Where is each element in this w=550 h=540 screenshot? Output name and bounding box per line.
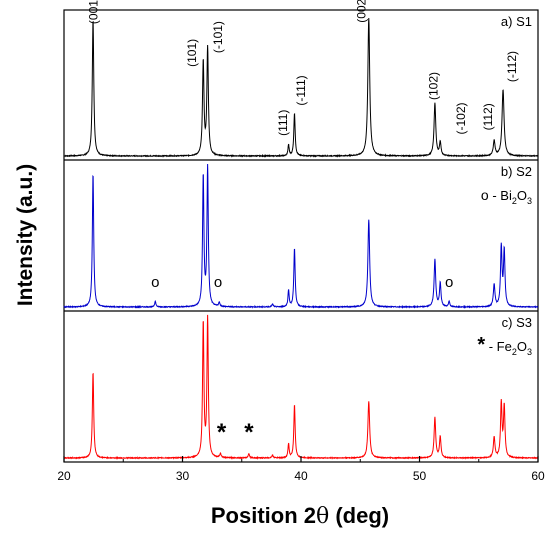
panel-label-s2: b) S2 (501, 164, 532, 179)
phase-legend-sub: 3 (527, 196, 532, 206)
panel-label-s3: c) S3 (502, 315, 532, 330)
x-tick-label-40: 40 (294, 469, 308, 483)
phase-legend-sub: 2 (512, 347, 517, 357)
peak-label-1: (001) (87, 0, 101, 24)
peak-label-10: (-112) (505, 51, 519, 82)
phase-legend-s3: * - Fe2O3 (477, 334, 532, 357)
phase-legend-sub: 3 (527, 347, 532, 357)
x-axis-label-main: Position 2 (211, 503, 316, 528)
impurity-marker-s2-1: o (151, 274, 159, 291)
annotation-layer: a) S1 (001) (101) (-101) (111) (-111) (002) (10… (87, 0, 532, 446)
x-axis-label-unit: (deg) (329, 503, 389, 528)
x-tick-label-30: 30 (176, 469, 190, 483)
series-line-s3 (63, 314, 539, 460)
impurity-marker-s2-2: o (214, 274, 222, 291)
peak-label-4: (111) (276, 110, 290, 136)
phase-legend-symbol: o (481, 187, 489, 203)
phase-legend-symbol: * (477, 334, 485, 356)
impurity-marker-s2-3: o (445, 274, 453, 291)
series-line-s1 (63, 17, 538, 158)
peak-label-7: (102) (427, 72, 441, 100)
x-tick-label-50: 50 (413, 469, 427, 483)
peak-label-2: (101) (185, 39, 199, 67)
impurity-marker-s3-1: * (217, 419, 227, 446)
peak-label-5: (-111) (294, 75, 308, 105)
phase-legend-prefix: - Fe (485, 339, 512, 354)
phase-legend-s2: o - Bi2O3 (481, 187, 532, 206)
series-line-s2 (63, 163, 539, 309)
x-axis: 20 30 40 50 60 (57, 456, 545, 483)
panel-label-s1: a) S1 (501, 14, 532, 29)
phase-legend-mid: O (517, 188, 527, 203)
x-axis-label-theta: θ (316, 504, 329, 529)
phase-legend-prefix: - Bi (489, 188, 512, 203)
x-axis-label: Position 2θ (deg) (211, 503, 389, 529)
peak-label-8: (-102) (454, 102, 468, 134)
x-tick-label-20: 20 (57, 469, 71, 483)
peak-label-9: (112) (481, 103, 495, 130)
peak-label-3: (-101) (211, 21, 225, 53)
impurity-marker-s3-2: * (244, 419, 254, 446)
peak-label-6: (002) (354, 0, 368, 23)
y-axis-label: Intensity (a.u.) (14, 164, 37, 306)
phase-legend-sub: 2 (512, 196, 517, 206)
phase-legend-mid: O (517, 339, 527, 354)
x-tick-label-60: 60 (531, 469, 545, 483)
